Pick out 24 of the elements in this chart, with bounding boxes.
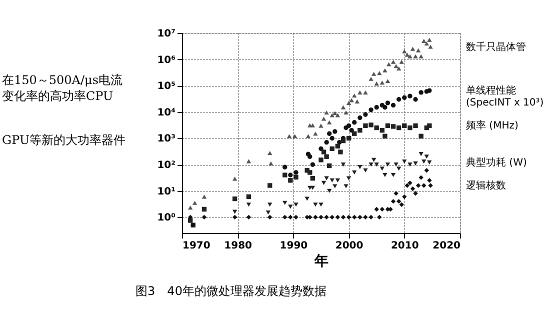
text: 单线程性能 (SpecINT x 10³) (466, 84, 544, 109)
y-tick-label: 10⁵ (157, 81, 176, 92)
y-tick-label: 10⁰ (157, 212, 176, 224)
y-tick-label: 10⁴ (157, 107, 176, 118)
y-tick-label: 10² (157, 160, 176, 172)
text: GPU等新的大功率器件 (2, 133, 126, 147)
x-tick-label: 1990 (280, 240, 308, 252)
x-tick-label: 1980 (224, 240, 252, 252)
text: 频率 (MHz) (466, 120, 518, 132)
x-tick-label: 2020 (432, 240, 461, 252)
x-tick-label: 2000 (335, 240, 364, 252)
text: 图3 40年的微处理器发展趋势数据 (136, 284, 326, 298)
y-tick-label: 10¹ (157, 186, 176, 198)
text: 变化率的高功率CPU (2, 89, 114, 103)
text: 数千只晶体管 (466, 40, 526, 53)
text: 逻辑核数 (466, 179, 506, 192)
y-tick-label: 10⁶ (157, 54, 176, 66)
y-tick-label: 10⁷ (157, 28, 176, 40)
x-tick-label: 1970 (182, 240, 210, 252)
text: 典型功耗 (W) (466, 156, 527, 168)
text: 在150～500A/μs电流 (2, 73, 122, 87)
y-tick-label: 10³ (157, 134, 176, 145)
x-axis-title: 年 (314, 254, 328, 270)
x-tick-label: 2010 (390, 240, 419, 252)
